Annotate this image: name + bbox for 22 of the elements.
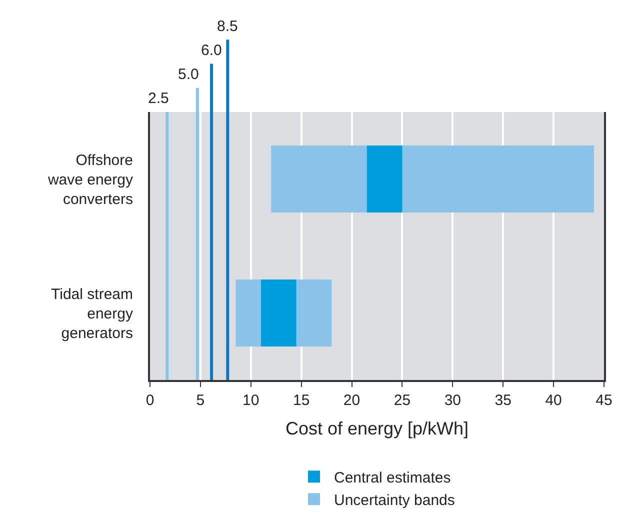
x-tick-label: 15 xyxy=(292,392,310,409)
text: 6.0 xyxy=(201,42,222,59)
x-axis-title: Cost of energy [p/kWh] xyxy=(285,418,469,439)
x-tick-label: 10 xyxy=(242,392,260,409)
x-tick-label: 5 xyxy=(196,392,205,409)
x-tick-label: 40 xyxy=(545,392,562,409)
bar xyxy=(260,280,296,346)
legend-label: Uncertainty bands xyxy=(334,492,455,509)
y-tick-label: Tidal stream energy generators xyxy=(51,286,134,342)
x-tick-label: 45 xyxy=(596,392,612,409)
x-tick-label: 35 xyxy=(494,392,512,409)
text: 8.5 xyxy=(217,18,238,35)
text: 2.5 xyxy=(148,90,169,107)
x-tick-label: 0 xyxy=(146,392,154,409)
bar xyxy=(366,146,402,212)
legend-label: Central estimates xyxy=(334,470,451,486)
x-tick-label: 20 xyxy=(343,392,360,409)
y-tick-label: Offshore wave energy converters xyxy=(46,152,134,208)
x-tick-label: 25 xyxy=(394,392,411,409)
x-tick-label: 30 xyxy=(444,392,462,409)
bar xyxy=(271,146,594,212)
text: 5.0 xyxy=(178,66,199,83)
